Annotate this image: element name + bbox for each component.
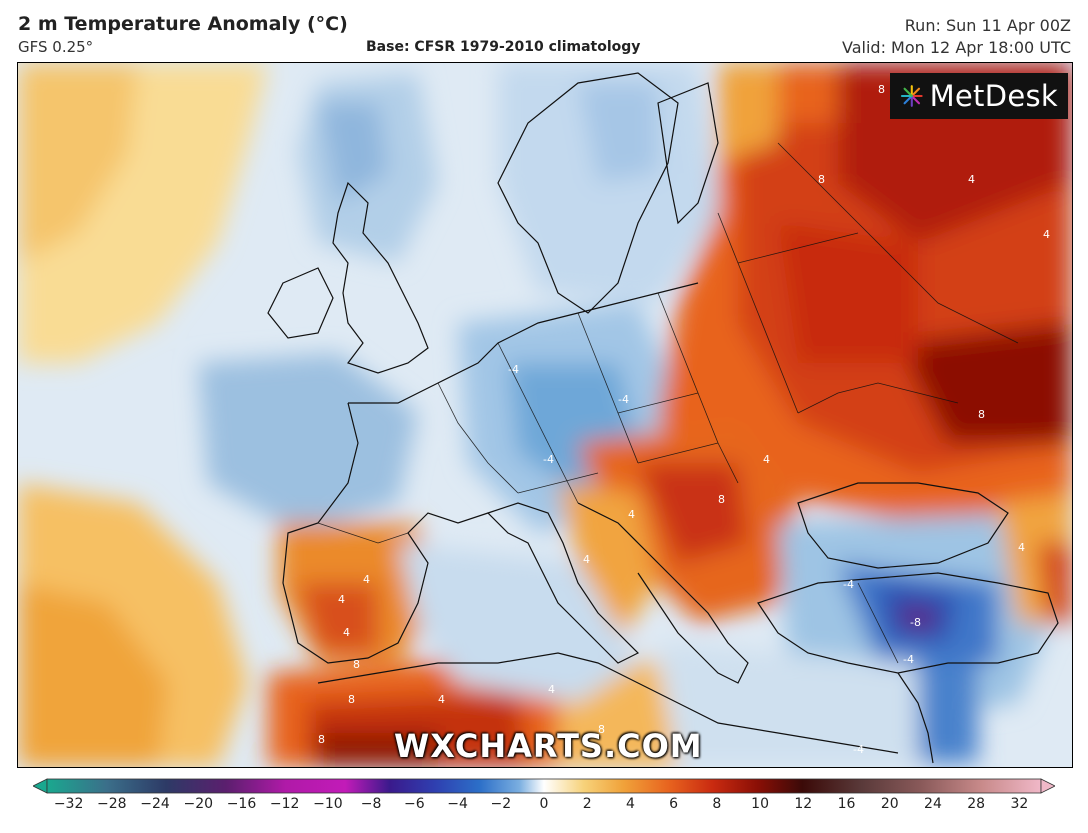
colorbar-tick-label: −16 <box>226 796 257 812</box>
colorbar-tick-label: −8 <box>360 796 382 812</box>
anomaly-map: 4 4 8 8 8 4 8 4 4 4 4 4 8 4 4 8 8 8 -4 -… <box>17 62 1073 768</box>
valid-time-label: Valid: Mon 12 Apr 18:00 UTC <box>842 38 1071 57</box>
contour-label: 8 <box>818 173 825 186</box>
anomaly-field-shading <box>18 63 1072 767</box>
colorbar-tick-label: 4 <box>625 796 635 812</box>
colorbar-tick-label: 20 <box>880 796 899 812</box>
contour-label: 8 <box>318 733 325 746</box>
colorbar-gradient <box>46 778 1042 794</box>
colorbar-tick-label: 8 <box>712 796 722 812</box>
contour-label: 4 <box>363 573 370 586</box>
contour-label: 4 <box>548 683 555 696</box>
contour-label: 4 <box>628 508 635 521</box>
colorbar-tick-label: 10 <box>751 796 769 812</box>
colorbar-tick-label: 0 <box>539 796 549 812</box>
country-borders <box>317 142 1019 664</box>
map-canvas: 4 4 8 8 8 4 8 4 4 4 4 4 8 4 4 8 8 8 -4 -… <box>18 63 1072 767</box>
run-label: Run: Sun 11 Apr 00Z <box>904 16 1071 35</box>
contour-label: 8 <box>718 493 725 506</box>
contour-label: 4 <box>583 553 590 566</box>
colorbar-ticks: −32 −28 −24 −20 −16 −12 −10 −8 −6 −4 −2 0 2 4 6 8 10 12 16… <box>33 796 1055 820</box>
contour-label: 8 <box>978 408 985 421</box>
colorbar-tick-label: −28 <box>97 796 127 812</box>
contour-label: 8 <box>878 83 885 96</box>
colorbar-min-arrow <box>33 778 48 794</box>
colorbar-tick-label: −32 <box>53 796 84 812</box>
colorbar-tick-label: 32 <box>1010 796 1029 812</box>
contour-label: 4 <box>1043 228 1050 241</box>
contour-label: 4 <box>438 693 445 706</box>
colorbar-tick-label: −24 <box>140 796 170 812</box>
contour-labels: 4 4 8 8 8 4 8 4 4 4 4 4 8 4 4 8 8 8 -4 -… <box>318 83 1050 756</box>
contour-label: 4 <box>343 626 350 639</box>
metdesk-logo[interactable]: MetDesk <box>890 73 1068 119</box>
coastlines <box>267 72 1059 764</box>
climatology-base-label: Base: CFSR 1979-2010 climatology <box>366 39 641 55</box>
colorbar-tick-label: −6 <box>404 796 425 812</box>
colorbar-tick-label: 16 <box>837 796 856 812</box>
contour-label: -4 <box>853 743 864 756</box>
contour-label: 4 <box>763 453 770 466</box>
contour-label: 8 <box>348 693 355 706</box>
metdesk-sunburst-icon <box>900 85 923 107</box>
colorbar-tick-label: −10 <box>313 796 343 812</box>
contour-label: 4 <box>1018 541 1025 554</box>
contour-label: 8 <box>353 658 360 671</box>
colorbar-tick-label: 12 <box>794 796 813 812</box>
colorbar-tick-label: −12 <box>269 796 300 812</box>
chart-title: 2 m Temperature Anomaly (°C) <box>18 13 348 35</box>
contour-label: -4 <box>843 578 854 591</box>
colorbar-tick-label: 2 <box>582 796 592 812</box>
colorbar-tick-label: −4 <box>447 796 468 812</box>
contour-label: 4 <box>338 593 345 606</box>
colorbar <box>33 778 1055 794</box>
colorbar-tick-label: −2 <box>490 796 512 812</box>
contour-label: -4 <box>508 363 519 376</box>
watermark: WXCHARTS.COM <box>394 727 703 765</box>
contour-label: 8 <box>598 723 605 736</box>
contour-label: -4 <box>543 453 554 466</box>
contour-label: -4 <box>618 393 629 406</box>
brand-name: MetDesk <box>929 79 1058 113</box>
model-label: GFS 0.25° <box>18 38 94 56</box>
contour-label: -8 <box>910 616 921 629</box>
contour-label: -4 <box>903 653 914 666</box>
colorbar-tick-label: 24 <box>924 796 942 812</box>
colorbar-tick-label: 28 <box>967 796 986 812</box>
colorbar-max-arrow <box>1040 778 1055 794</box>
contour-label: 4 <box>968 173 975 186</box>
colorbar-tick-label: 6 <box>669 796 679 812</box>
colorbar-tick-label: −20 <box>183 796 214 812</box>
